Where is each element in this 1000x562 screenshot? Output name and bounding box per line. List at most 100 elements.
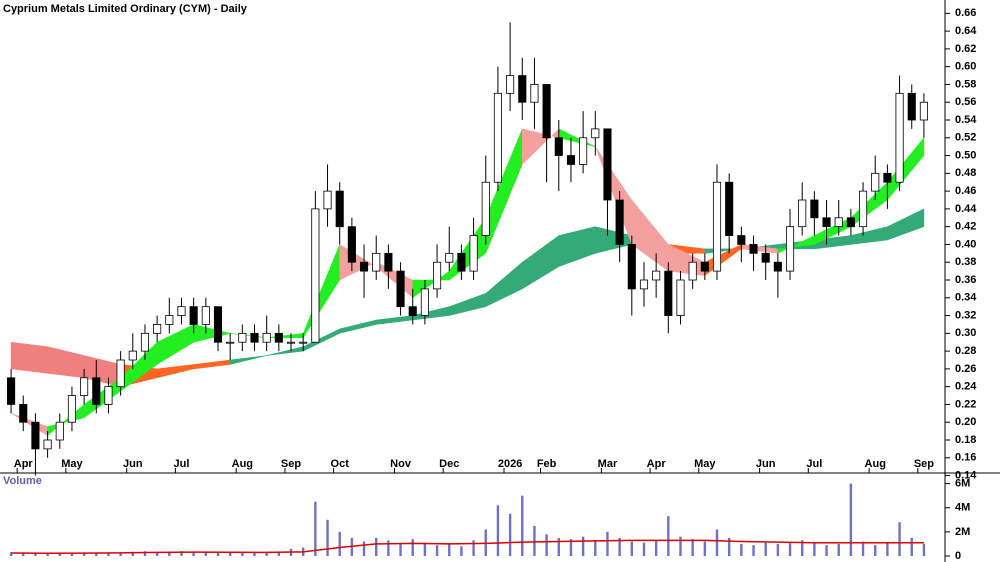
- candle-body: [226, 341, 235, 344]
- volume-bar: [813, 542, 816, 556]
- candle-body: [627, 244, 636, 290]
- candle-body: [542, 84, 551, 139]
- volume-bar: [216, 552, 220, 556]
- volume-bar: [241, 551, 244, 556]
- candle-body: [153, 324, 162, 334]
- volume-bar: [265, 552, 268, 556]
- candle-body: [615, 199, 624, 245]
- candle-body: [895, 92, 904, 183]
- volume-bar: [545, 534, 548, 556]
- volume-bar: [606, 531, 609, 556]
- x-tick-label: Feb: [537, 458, 557, 470]
- candle-body: [834, 217, 843, 228]
- candle-body: [420, 288, 429, 316]
- volume-bar: [362, 541, 366, 556]
- candle-body: [67, 395, 76, 423]
- volume-bar: [168, 551, 171, 556]
- y-tick-label: 0.22: [955, 398, 976, 410]
- volume-bar: [801, 540, 804, 556]
- candle-body: [19, 404, 28, 423]
- volume-bar: [837, 543, 840, 556]
- x-tick-label: Jul: [174, 458, 190, 470]
- candle-body: [591, 128, 600, 139]
- candle-body: [871, 172, 880, 192]
- y-tick-label: 0.34: [955, 292, 977, 304]
- volume-bar: [910, 537, 913, 556]
- candle-body: [92, 377, 101, 405]
- candle-body: [518, 75, 527, 103]
- candle-body: [384, 252, 393, 272]
- candle-body: [773, 261, 782, 272]
- candle-body: [165, 315, 174, 325]
- candle-body: [311, 208, 320, 343]
- volume-bar: [448, 543, 451, 556]
- y-tick-label: 2M: [955, 526, 970, 538]
- candle-body: [262, 332, 271, 343]
- y-tick-label: 0.28: [955, 345, 976, 357]
- candle-body: [603, 128, 612, 201]
- volume-bar: [898, 522, 901, 556]
- volume-bar: [9, 552, 13, 556]
- x-tick-label: Jun: [123, 458, 143, 470]
- volume-bar: [155, 552, 159, 556]
- x-tick-label: Apr: [14, 458, 34, 470]
- candle-body: [299, 341, 308, 344]
- y-tick-label: 0.44: [955, 203, 977, 215]
- volume-bar: [131, 551, 134, 556]
- candle-body: [725, 181, 734, 236]
- volume-bar: [192, 552, 195, 556]
- y-tick-label: 0.32: [955, 309, 976, 321]
- volume-bar: [557, 537, 560, 556]
- volume-bar: [679, 536, 682, 556]
- volume-bar: [399, 543, 402, 556]
- volume-bar: [788, 541, 792, 556]
- y-tick-label: 0.46: [955, 185, 976, 197]
- volume-bar: [861, 541, 865, 556]
- volume-bar: [277, 552, 281, 556]
- x-tick-label: 2026: [498, 458, 522, 470]
- y-tick-label: 0.24: [955, 381, 977, 393]
- candle-body: [250, 332, 259, 343]
- x-tick-label: Dec: [439, 458, 459, 470]
- volume-bar: [922, 543, 926, 556]
- volume-bar: [34, 553, 37, 556]
- y-tick-label: 0.48: [955, 167, 976, 179]
- volume-bar: [521, 495, 524, 556]
- ribbon-segment: [229, 355, 267, 365]
- volume-bar: [594, 540, 597, 556]
- x-tick-label: Jul: [806, 458, 822, 470]
- x-tick-label: Mar: [598, 458, 618, 470]
- x-tick-label: Oct: [331, 458, 350, 470]
- ribbon-segment: [10, 341, 48, 374]
- x-tick-label: Aug: [865, 458, 886, 470]
- volume-bar: [727, 537, 731, 556]
- candle-body: [433, 261, 442, 290]
- candle-body: [822, 217, 831, 228]
- y-tick-label: 0.52: [955, 132, 976, 144]
- volume-bar: [874, 545, 877, 556]
- candle-body: [7, 377, 16, 405]
- chart-title: Cyprium Metals Limited Ordinary (CYM) - …: [3, 3, 248, 15]
- volume-bar: [180, 551, 183, 556]
- candle-body: [396, 270, 405, 308]
- y-tick-label: 0.16: [955, 452, 976, 464]
- volume-bar: [825, 545, 828, 556]
- volume-bar: [82, 552, 86, 556]
- volume-bar: [496, 505, 500, 556]
- x-tick-label: Jun: [756, 458, 776, 470]
- y-tick-label: 0.38: [955, 256, 976, 268]
- volume-bar: [119, 552, 122, 556]
- candle-body: [189, 306, 198, 325]
- volume-bar: [387, 540, 390, 556]
- volume-bar: [228, 552, 232, 556]
- volume-bar: [411, 539, 414, 556]
- candle-body: [846, 217, 855, 228]
- volume-bar: [581, 536, 585, 556]
- candle-body: [201, 306, 210, 325]
- volume-bar: [338, 531, 341, 556]
- y-tick-label: 0.36: [955, 274, 976, 286]
- volume-bar: [70, 552, 74, 556]
- volume-bar: [776, 543, 780, 556]
- candle-body: [116, 359, 125, 388]
- candle-body: [761, 252, 770, 263]
